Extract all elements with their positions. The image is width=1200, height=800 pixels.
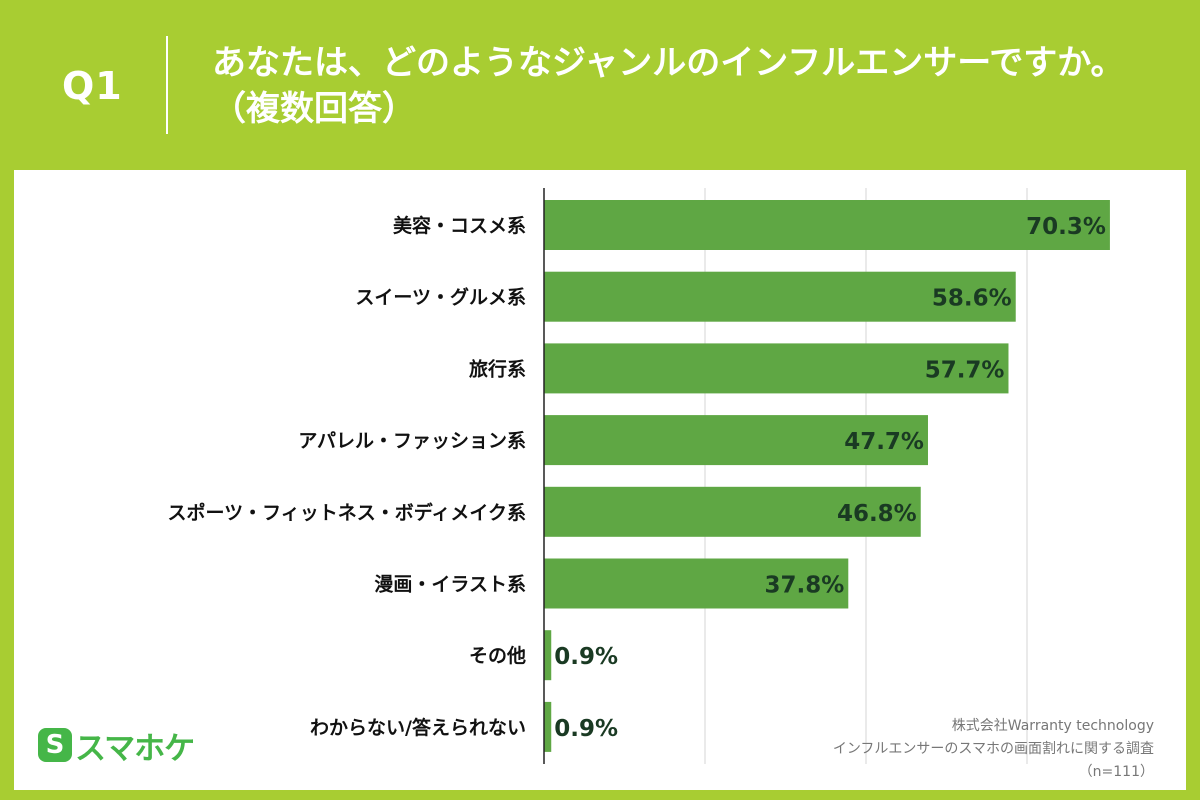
source-sample-size: （n=111） [1078,764,1154,780]
bar-2 [544,343,1009,394]
bar-3 [544,415,928,466]
category-label-5: 漫画・イラスト系 [374,574,526,596]
source-survey-title: インフルエンサーのスマホの画面割れに関する調査 [832,741,1154,757]
bar-1 [544,271,1016,322]
question-title: あなたは、どのようなジャンルのインフルエンサーですか。（複数回答） [212,43,1125,129]
category-label-0: 美容・コスメ系 [393,214,526,237]
bar-chart: 70.3% 美容・コスメ系 58.6% スイーツ・グルメ系 57.7% 旅行系 47.7% ア… [167,188,1110,764]
bar-0 [544,200,1110,250]
value-label-3: 47.7% [844,429,924,455]
source-company: 株式会社Warranty technology [951,718,1154,734]
logo-mark-icon: S [38,728,72,762]
category-label-3: アパレル・ファッション系 [298,430,526,452]
chart-card: 70.3% 美容・コスメ系 58.6% スイーツ・グルメ系 57.7% 旅行系 47.7% ア… [14,170,1186,790]
bar-4 [544,486,921,537]
brand-logo: S スマホケ [38,723,195,767]
bar-5 [544,558,849,609]
value-label-0: 70.3% [1026,214,1106,240]
category-label-6: その他 [469,644,526,667]
value-label-5: 37.8% [764,573,844,599]
value-label-7: 0.9% [554,716,618,742]
category-label-2: 旅行系 [469,357,526,380]
question-header: Q1 あなたは、どのようなジャンルのインフルエンサーですか。（複数回答） [0,0,1200,170]
bar-7 [544,701,552,752]
bar-6 [544,630,552,681]
value-label-1: 58.6% [932,286,1012,312]
question-number: Q1 [62,64,123,108]
category-label-7: わからない/答えられない [310,716,526,739]
value-label-2: 57.7% [925,357,1005,383]
source-note: 株式会社Warranty technology インフルエンサーのスマホの画面割… [833,715,1154,784]
category-label-1: スイーツ・グルメ系 [355,286,526,309]
value-label-4: 46.8% [837,501,917,527]
header-divider [166,36,168,134]
logo-text: スマホケ [75,730,195,767]
category-label-4: スポーツ・フィットネス・ボディメイク系 [167,501,526,524]
value-label-6: 0.9% [554,644,618,670]
